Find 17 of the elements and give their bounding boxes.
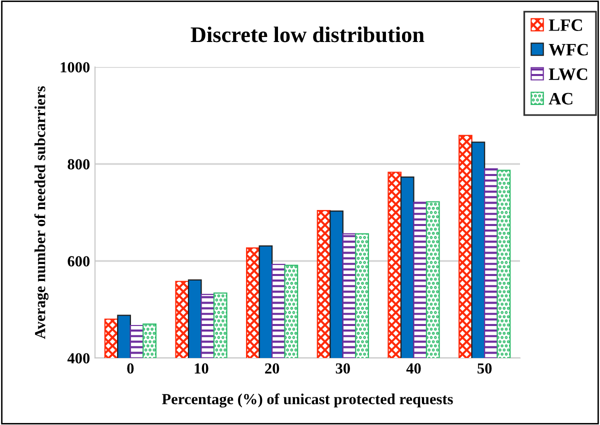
x-tick-label: 30 [336, 363, 350, 374]
legend-label: WFC [548, 44, 588, 56]
chart-title: Discrete low distribution [190, 26, 424, 42]
y-tick-label: 600 [68, 256, 90, 266]
y-tick-label: 800 [68, 159, 90, 170]
x-tick-label: 50 [478, 363, 492, 374]
legend-label: LFC [548, 19, 582, 31]
x-tick-label: 20 [265, 363, 280, 374]
x-tick-label: 0 [127, 363, 134, 374]
x-tick-label: 40 [406, 363, 421, 374]
y-tick-label: 1000 [60, 62, 90, 72]
legend-label: LWC [548, 68, 588, 80]
y-tick-label: 400 [67, 353, 90, 364]
legend-label: AC [548, 92, 572, 105]
x-tick-label: 10 [194, 363, 208, 374]
y-axis-title: Average number of needed subcarriers [34, 86, 48, 339]
x-axis-title: Percentage (%) of unicast protected requests [162, 393, 453, 408]
